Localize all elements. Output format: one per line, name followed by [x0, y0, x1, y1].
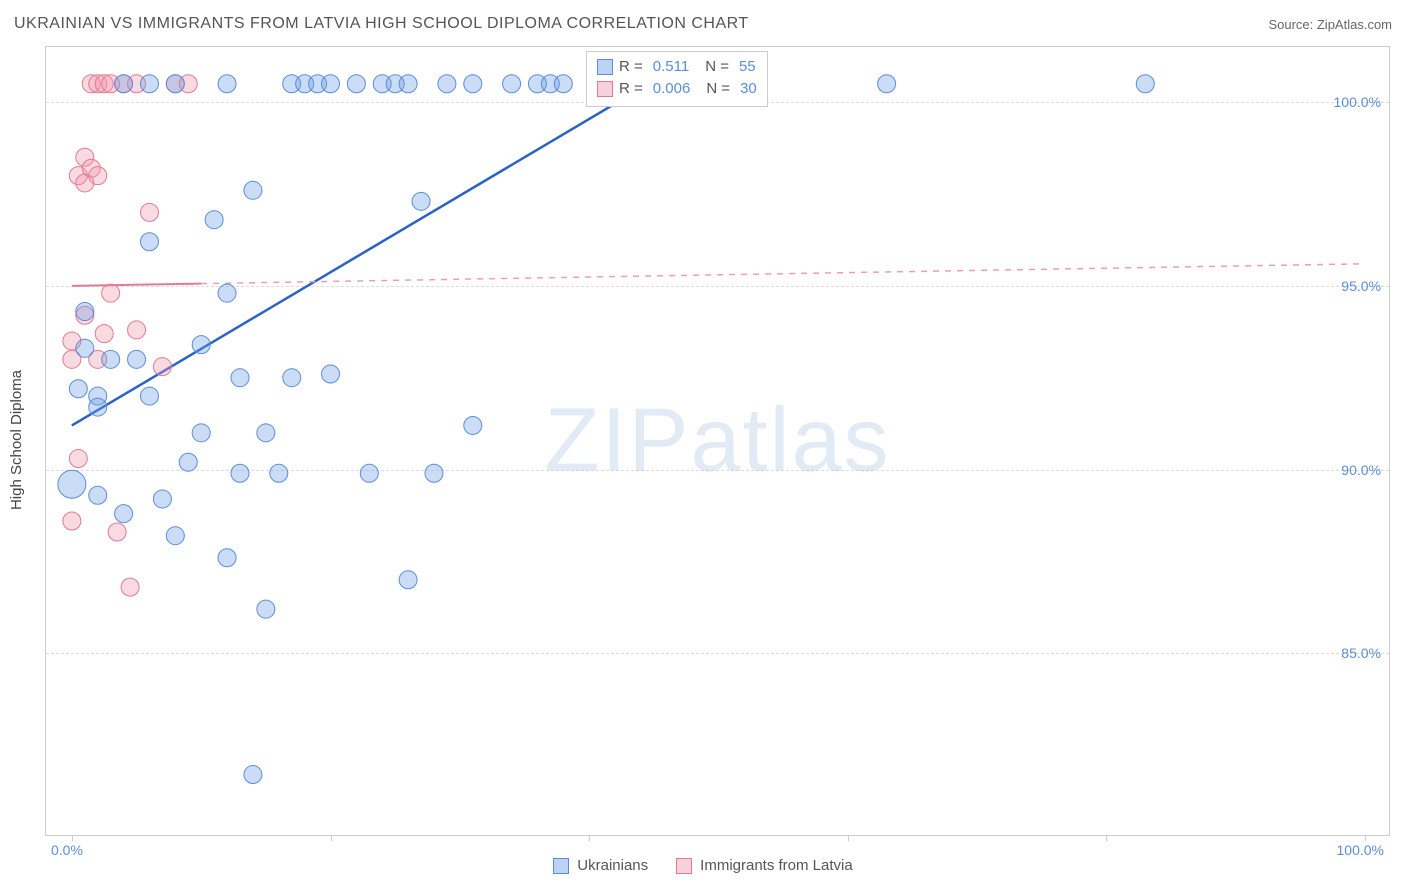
n-label: N =	[706, 78, 730, 100]
legend-label: Ukrainians	[577, 857, 648, 874]
r-label: R =	[619, 56, 643, 78]
r-value: 0.511	[653, 56, 689, 78]
y-tick-label: 100.0%	[1334, 94, 1381, 110]
r-value: 0.006	[653, 78, 691, 100]
x-min-label: 0.0%	[51, 842, 83, 858]
x-tick	[72, 835, 73, 841]
legend-item-ukrainians: Ukrainians	[553, 857, 648, 874]
legend-row-ukrainians: R = 0.511 N = 55	[597, 56, 757, 78]
series-legend: Ukrainians Immigrants from Latvia	[0, 857, 1406, 874]
source-label: Source: ZipAtlas.com	[1268, 17, 1392, 32]
correlation-legend: R = 0.511 N = 55 R = 0.006 N = 30	[586, 51, 768, 107]
y-axis-title: High School Diploma	[8, 370, 25, 510]
swatch-icon	[553, 858, 569, 874]
n-value: 30	[740, 78, 757, 100]
n-value: 55	[739, 56, 756, 78]
y-tick-label: 85.0%	[1341, 645, 1381, 661]
x-tick	[589, 835, 590, 841]
x-tick	[1365, 835, 1366, 841]
legend-row-latvia: R = 0.006 N = 30	[597, 78, 757, 100]
chart-title: UKRAINIAN VS IMMIGRANTS FROM LATVIA HIGH…	[14, 15, 749, 33]
y-tick-label: 95.0%	[1341, 278, 1381, 294]
x-max-label: 100.0%	[1337, 842, 1384, 858]
r-label: R =	[619, 78, 643, 100]
x-tick	[848, 835, 849, 841]
n-label: N =	[705, 56, 729, 78]
plot-area: ZIPatlas R = 0.511 N = 55 R = 0.006 N = …	[45, 46, 1390, 836]
x-tick	[331, 835, 332, 841]
y-tick-label: 90.0%	[1341, 462, 1381, 478]
legend-label: Immigrants from Latvia	[700, 857, 853, 874]
legend-item-latvia: Immigrants from Latvia	[676, 857, 853, 874]
scatter-chart	[46, 47, 1389, 835]
swatch-icon	[597, 59, 613, 75]
x-tick	[1106, 835, 1107, 841]
swatch-icon	[676, 858, 692, 874]
chart-header: UKRAINIAN VS IMMIGRANTS FROM LATVIA HIGH…	[0, 0, 1406, 40]
swatch-icon	[597, 81, 613, 97]
